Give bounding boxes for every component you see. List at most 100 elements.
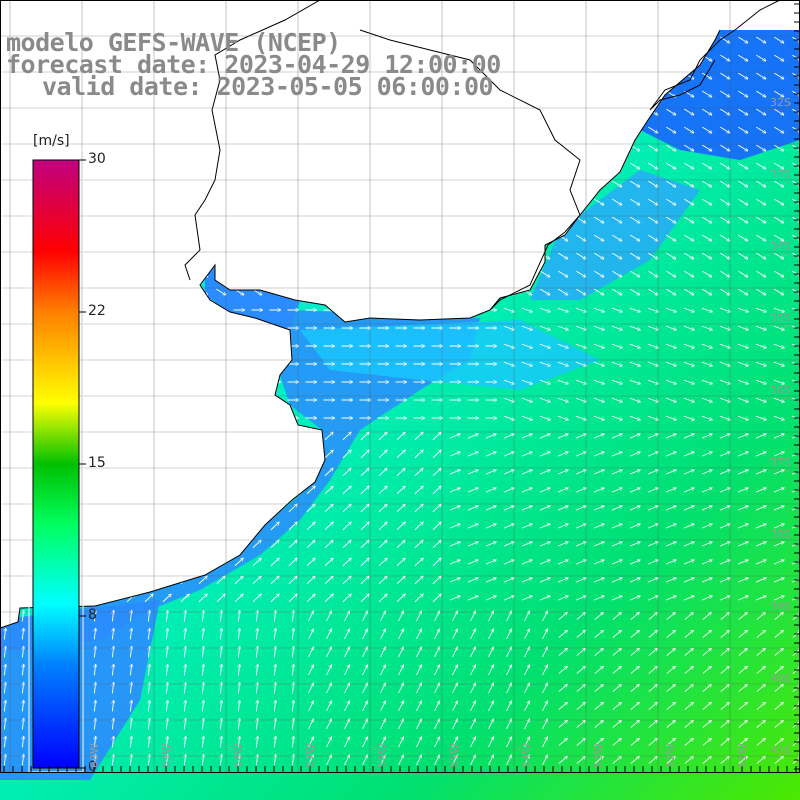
- wind-arrow: [432, 36, 441, 43]
- wind-arrow: [148, 665, 149, 676]
- wind-arrow: [288, 432, 297, 441]
- wind-arrow: [720, 54, 729, 61]
- wind-arrow: [288, 558, 297, 567]
- wind-arrow: [576, 126, 585, 133]
- wind-arrow: [342, 432, 351, 441]
- wind-arrow: [180, 108, 189, 115]
- wind-arrow: [738, 666, 747, 674]
- wind-arrow: [216, 450, 225, 459]
- wind-arrow: [557, 361, 568, 366]
- wind-arrow: [522, 234, 531, 241]
- wind-arrow: [774, 72, 783, 79]
- wind-arrow: [576, 72, 585, 79]
- wind-arrow: [18, 144, 27, 151]
- wind-arrow: [557, 542, 568, 547]
- wind-arrow: [503, 506, 514, 511]
- wind-arrow: [414, 36, 423, 43]
- wind-arrow: [612, 108, 621, 115]
- wind-arrow: [270, 162, 279, 169]
- wind-arrow: [719, 578, 730, 583]
- wind-arrow: [737, 452, 748, 457]
- wind-arrow: [594, 54, 603, 61]
- wind-arrow: [288, 108, 297, 115]
- wind-arrow: [665, 325, 676, 330]
- wind-arrow: [539, 379, 550, 384]
- wind-arrow: [292, 611, 293, 622]
- wind-arrow: [575, 397, 586, 402]
- wind-arrow: [666, 162, 675, 169]
- wind-arrow: [432, 108, 441, 115]
- wind-arrow: [539, 506, 550, 511]
- wind-arrow: [701, 470, 712, 475]
- wind-arrow: [360, 594, 369, 603]
- wind-arrow: [611, 397, 622, 402]
- lon-label: 53W: [592, 743, 605, 768]
- wind-arrow: [522, 108, 531, 115]
- wind-arrow: [202, 629, 203, 640]
- wind-arrow: [22, 611, 23, 622]
- wind-arrow: [0, 576, 9, 585]
- wind-arrow: [702, 648, 711, 656]
- wind-arrow: [629, 452, 640, 457]
- wind-arrow: [468, 180, 477, 187]
- wind-arrow: [270, 558, 279, 567]
- wind-arrow: [468, 198, 477, 205]
- wind-arrow: [612, 666, 621, 674]
- wind-arrow: [414, 252, 423, 259]
- wind-arrow: [144, 252, 153, 259]
- wind-arrow: [414, 432, 423, 441]
- wind-arrow: [575, 506, 586, 511]
- lat-label: 36S: [770, 384, 791, 397]
- wind-arrow: [521, 452, 532, 457]
- wind-arrow: [198, 234, 207, 241]
- wind-arrow: [521, 560, 532, 565]
- wind-arrow: [557, 506, 568, 511]
- wind-arrow: [629, 361, 640, 366]
- wind-arrow: [234, 432, 243, 441]
- wind-arrow: [434, 665, 440, 676]
- wind-arrow: [144, 288, 153, 295]
- wind-arrow: [719, 415, 730, 420]
- wind-arrow: [180, 216, 189, 223]
- wind-arrow: [684, 180, 693, 187]
- wind-arrow: [432, 522, 441, 531]
- wind-arrow: [701, 542, 712, 547]
- wind-arrow: [288, 144, 297, 151]
- wind-arrow: [467, 560, 478, 565]
- wind-arrow: [288, 270, 297, 277]
- wind-arrow: [737, 325, 748, 330]
- wind-arrow: [342, 288, 351, 295]
- wind-arrow: [594, 162, 603, 169]
- wind-arrow: [396, 450, 405, 459]
- wind-arrow: [486, 252, 495, 259]
- wind-arrow: [773, 361, 784, 366]
- wind-arrow: [720, 630, 729, 638]
- wind-arrow: [540, 162, 549, 169]
- wind-arrow: [575, 578, 586, 583]
- wind-arrow: [773, 397, 784, 402]
- wind-arrow: [162, 198, 171, 205]
- wind-arrow: [270, 432, 279, 441]
- wind-arrow: [414, 468, 423, 477]
- wind-arrow: [630, 252, 639, 259]
- wind-arrow: [342, 270, 351, 277]
- lat-label: 33S: [770, 168, 791, 181]
- wind-arrow: [773, 506, 784, 511]
- wind-arrow: [558, 90, 567, 97]
- wind-arrow: [467, 452, 478, 457]
- wind-arrow: [611, 379, 622, 384]
- wind-arrow: [506, 665, 512, 676]
- wind-arrow: [414, 558, 423, 567]
- wind-arrow: [4, 629, 5, 640]
- wind-arrow: [575, 343, 586, 348]
- wind-arrow: [270, 486, 279, 495]
- wind-arrow: [558, 126, 567, 133]
- wind-arrow: [306, 522, 315, 531]
- wind-arrow: [486, 126, 495, 133]
- wind-arrow: [0, 234, 9, 241]
- wind-arrow: [252, 486, 261, 495]
- wind-arrow: [701, 325, 712, 330]
- wind-arrow: [0, 450, 9, 459]
- wind-arrow: [540, 144, 549, 151]
- wind-arrow: [594, 72, 603, 79]
